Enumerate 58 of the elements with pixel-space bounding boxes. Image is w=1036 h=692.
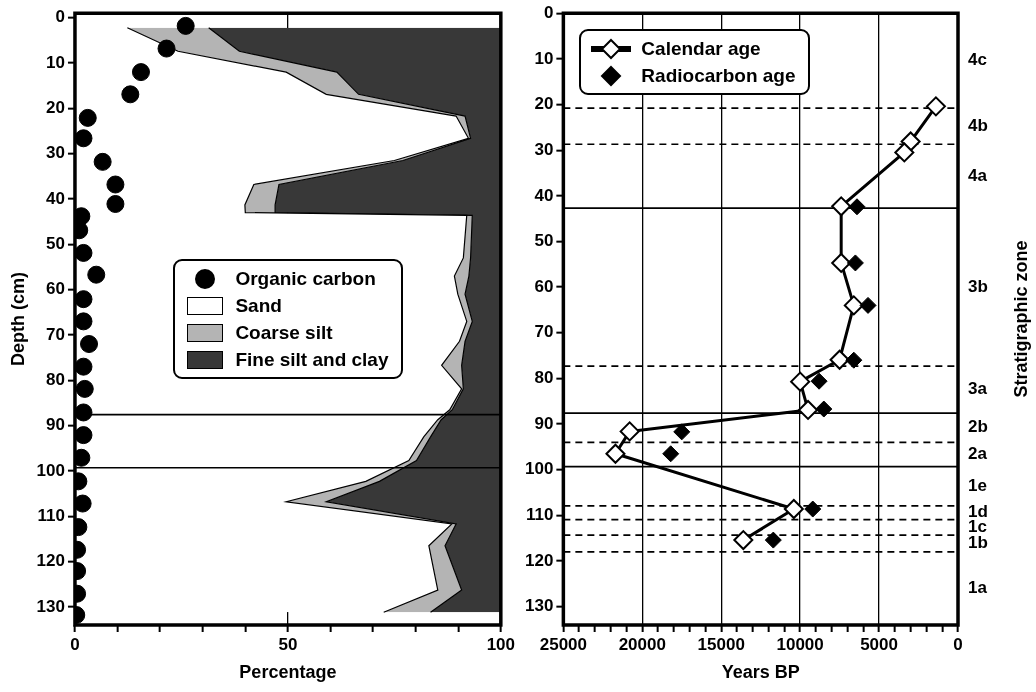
y-tick-label: 100: [36, 460, 65, 480]
legend-label: Radiocarbon age: [641, 64, 796, 89]
x-tick-label: 10000: [776, 634, 824, 654]
y-tick-label: 90: [534, 413, 554, 433]
series-label: Coarse silt: [235, 321, 333, 346]
text: 1c: [968, 516, 987, 536]
y-tick-label: 110: [37, 505, 65, 525]
y-tick-label: 30: [534, 139, 554, 159]
y-tick-label: 50: [534, 231, 554, 251]
y-tick-label: 40: [534, 185, 554, 205]
x-tick-label: 15000: [697, 634, 745, 654]
y-tick-label: 90: [46, 415, 65, 435]
y-tick-label: 80: [534, 368, 554, 388]
text: 1e: [968, 475, 987, 495]
legend-label: Calendar age: [641, 37, 761, 62]
x-tick-label: 0: [953, 634, 963, 654]
x-tick-label: 20000: [618, 634, 666, 654]
y-tick-label: 110: [525, 505, 554, 525]
y-tick-label: 100: [524, 459, 554, 479]
y-tick-label: 120: [524, 550, 554, 570]
y-tick-label: 0: [55, 7, 65, 27]
x-tick-label: 100: [486, 634, 516, 654]
x-tick-label: 25000: [539, 634, 587, 654]
text: 1a: [968, 578, 988, 598]
y-tick-label: 70: [534, 322, 554, 342]
y-tick-label: 120: [36, 551, 65, 571]
y-tick-label: 0: [543, 2, 554, 22]
y-tick-label: 60: [46, 279, 65, 299]
y-axis-title: Depth (cm): [7, 272, 28, 367]
y2-axis-title: Stratigraphic zone: [1010, 240, 1031, 398]
x-axis-title: Percentage: [239, 662, 337, 683]
y-tick-label: 70: [46, 324, 65, 344]
text: 2a: [968, 444, 988, 464]
y-tick-label: 10: [46, 52, 65, 72]
legend-label: Organic carbon: [235, 267, 376, 292]
x-axis-title: Years BP: [721, 662, 800, 683]
text: 1b: [968, 533, 988, 553]
y-tick-label: 130: [36, 596, 65, 616]
text: 4a: [968, 165, 988, 185]
y-tick-label: 40: [46, 188, 65, 208]
x-tick-label: 5000: [860, 634, 898, 654]
y-tick-label: 20: [46, 98, 65, 118]
y-tick-label: 30: [46, 143, 65, 163]
x-tick-label: 50: [278, 634, 298, 654]
legend-label: Fine silt and clay: [235, 348, 389, 373]
y-tick-label: 50: [46, 234, 65, 254]
text: 3b: [968, 276, 988, 296]
text: 4b: [968, 115, 988, 135]
x-tick-label: 0: [70, 634, 80, 654]
text: 3a: [968, 379, 988, 399]
text: 2b: [968, 417, 988, 437]
legend-label: Sand: [235, 294, 282, 319]
text: 4c: [968, 50, 987, 70]
y-tick-label: 60: [534, 276, 554, 296]
y-tick-label: 10: [534, 48, 554, 68]
y-tick-label: 80: [46, 369, 65, 389]
y-tick-label: 20: [534, 94, 554, 114]
y-tick-label: 130: [524, 596, 554, 616]
